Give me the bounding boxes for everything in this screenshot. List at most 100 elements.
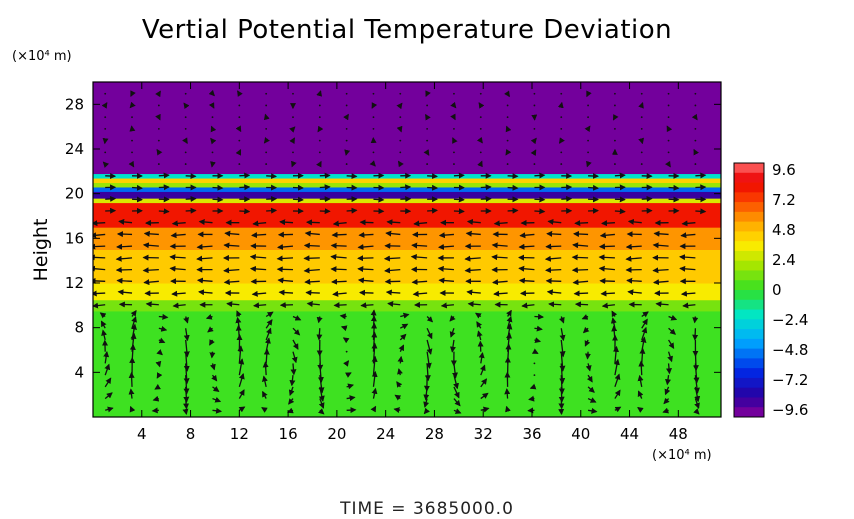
wind-vector [333, 302, 347, 309]
wind-vector [238, 389, 245, 399]
wind-vector [277, 244, 294, 250]
wind-vector [598, 254, 615, 261]
colorbar-swatch [734, 231, 764, 242]
wind-vector [480, 406, 490, 413]
wind-vector [453, 163, 455, 165]
wind-vector [331, 231, 347, 238]
colorbar-swatch [734, 368, 764, 379]
y-axis: 4 8 12 16 20 24 28 [65, 95, 721, 381]
wind-vector [665, 160, 671, 168]
wind-vector [533, 92, 536, 95]
wind-vector [653, 230, 669, 237]
colorbar-swatch [734, 319, 764, 330]
wind-vector [506, 309, 512, 317]
wind-vector [504, 90, 510, 98]
wind-vector [449, 315, 456, 322]
wind-vector [156, 349, 163, 356]
wind-vector [480, 378, 488, 388]
wind-vector [559, 339, 566, 358]
wind-vector [292, 339, 299, 350]
colorbar-tick-label: −9.6 [772, 401, 808, 419]
wind-vector [598, 265, 615, 272]
colorbar-swatch [734, 290, 764, 301]
wind-vector [386, 219, 401, 226]
wind-vector [156, 372, 163, 379]
field-layer-2 [93, 283, 721, 301]
wind-vector [599, 277, 615, 284]
wind-vector [277, 277, 294, 284]
wind-vector [212, 184, 224, 191]
wind-vector [397, 160, 404, 168]
wind-vector [223, 267, 240, 274]
wind-vector [452, 137, 458, 144]
wind-vector [131, 316, 137, 329]
wind-vector [212, 196, 224, 203]
wind-vector [332, 290, 347, 297]
wind-vector [666, 125, 673, 133]
wind-vector [492, 279, 508, 286]
colorbar-frame [733, 162, 765, 418]
wind-vector [426, 327, 433, 340]
wind-vector [290, 363, 297, 376]
wind-vector [288, 386, 295, 397]
wind-vector [185, 173, 197, 180]
wind-vector [479, 116, 482, 119]
wind-vector [613, 345, 620, 364]
x-tick-label: 40 [571, 425, 590, 443]
wind-vector [506, 163, 509, 165]
wind-vector [397, 368, 403, 376]
wind-vector [480, 184, 492, 191]
wind-vector [694, 92, 697, 95]
wind-vector [493, 220, 508, 227]
wind-vector [262, 361, 269, 376]
wind-vector [130, 332, 137, 352]
wind-vector [637, 374, 644, 387]
colorbar-tick-label: 4.8 [772, 221, 796, 239]
y-axis-label: Height [30, 219, 52, 282]
wind-vector [157, 163, 160, 165]
wind-vector [357, 277, 374, 284]
wind-vector [640, 127, 643, 130]
wind-vector [641, 195, 653, 202]
wind-vector [372, 92, 375, 95]
wind-vector [238, 104, 241, 107]
wind-vector [638, 137, 645, 145]
wind-vector [357, 255, 374, 262]
wind-vector [316, 328, 323, 341]
field-layer-3 [93, 249, 721, 284]
wind-vector [394, 394, 402, 401]
wind-vector [614, 373, 621, 388]
colorbar-tick-label: 2.4 [772, 251, 796, 269]
wind-vector [158, 313, 169, 320]
wind-vector [400, 312, 410, 319]
wind-vector [100, 320, 107, 329]
wind-vector [182, 137, 188, 145]
wind-vector [198, 218, 213, 225]
wind-vector [263, 113, 270, 121]
wind-vector [373, 196, 385, 203]
wind-vector [105, 195, 117, 202]
colorbar-swatch [734, 358, 764, 369]
wind-vector [211, 116, 214, 119]
wind-vector [305, 219, 320, 226]
wind-vector [346, 207, 358, 214]
wind-vector [479, 127, 482, 130]
wind-vector [304, 230, 320, 237]
y-tick-label: 20 [65, 185, 84, 203]
wind-vector [521, 302, 535, 309]
y-tick-label: 4 [74, 363, 84, 381]
wind-vector [265, 311, 274, 318]
wind-vector [546, 289, 562, 296]
wind-vector [185, 195, 197, 202]
wind-vector [667, 116, 670, 119]
wind-vector [582, 326, 590, 334]
wind-vector [212, 396, 222, 403]
wind-vector [587, 139, 589, 142]
x-tick-label: 4 [137, 425, 147, 443]
wind-vector [343, 360, 350, 367]
wind-vector [506, 323, 513, 341]
wind-vector [625, 255, 642, 262]
wind-vector [426, 139, 429, 142]
wind-vector [545, 243, 562, 250]
